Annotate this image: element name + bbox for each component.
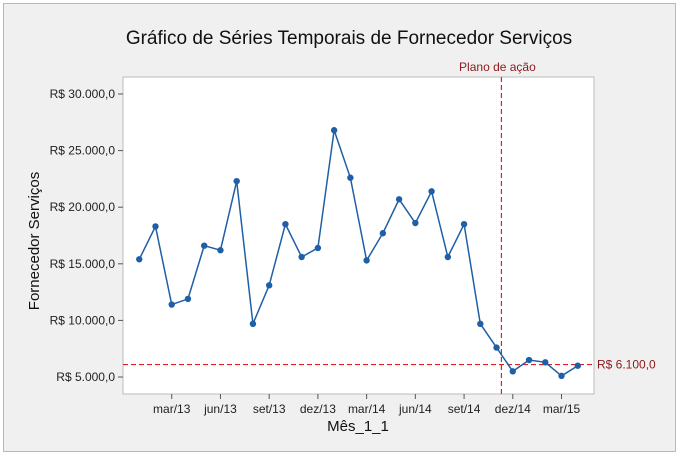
x-tick-label: mar/15 [543,402,581,416]
x-tick-label: jun/13 [203,402,237,416]
y-tick-label: R$ 30.000,0 [50,87,116,101]
data-point [201,242,208,249]
chart-frame: Gráfico de Séries Temporais de Fornecedo… [3,3,676,452]
x-tick-label: set/14 [448,402,481,416]
data-point [330,127,338,134]
data-point [460,220,468,228]
x-tick-label: set/13 [253,402,286,416]
series-points [136,127,581,380]
plot-area [122,76,595,395]
data-point [558,372,565,380]
data-point [574,362,581,369]
chart-title: Gráfico de Séries Temporais de Fornecedo… [126,28,572,49]
data-point [493,344,500,351]
y-axis-ticks: R$ 5.000,0 R$ 10.000,0 R$ 15.000,0 R$ 20.00… [50,87,123,384]
y-tick-label: R$ 25.000,0 [50,144,116,158]
y-tick-label: R$ 10.000,0 [50,313,116,327]
x-axis-label: Mês_1_1 [327,418,389,435]
x-tick-label: dez/14 [495,402,531,416]
data-point [136,256,143,263]
x-tick-label: dez/13 [300,402,336,416]
data-point [168,301,175,308]
data-point [525,356,533,364]
reference-line-horizontal-label: R$ 6.100,0 [597,358,656,372]
time-series-chart: Gráfico de Séries Temporais de Fornecedo… [26,28,656,435]
data-point [509,368,516,375]
data-point [217,247,224,254]
data-point [265,282,273,289]
y-axis-label: Fornecedor Serviços [26,172,43,310]
x-tick-label: mar/13 [153,402,191,416]
data-point [314,244,322,252]
x-tick-label: jun/14 [398,402,432,416]
data-point [282,220,289,228]
data-point [347,174,354,181]
data-point [428,188,435,195]
data-point [152,223,159,230]
series-line [138,129,579,377]
data-point [444,253,452,261]
x-axis-ticks: mar/13 jun/13 set/13 dez/13 mar/14 jun/14 set/… [153,394,581,416]
data-point [395,196,403,203]
data-point [477,320,484,328]
data-point [542,359,549,366]
y-tick-label: R$ 20.000,0 [50,200,116,214]
data-point [298,253,305,261]
y-tick-label: R$ 5.000,0 [56,370,115,384]
data-point [184,295,192,303]
data-point [233,177,240,185]
data-point [379,230,387,237]
data-point [363,257,370,264]
x-tick-label: mar/14 [348,402,386,416]
data-point [249,320,257,328]
reference-line-vertical-label: Plano de ação [459,60,536,74]
data-point [412,219,419,227]
y-tick-label: R$ 15.000,0 [50,257,116,271]
